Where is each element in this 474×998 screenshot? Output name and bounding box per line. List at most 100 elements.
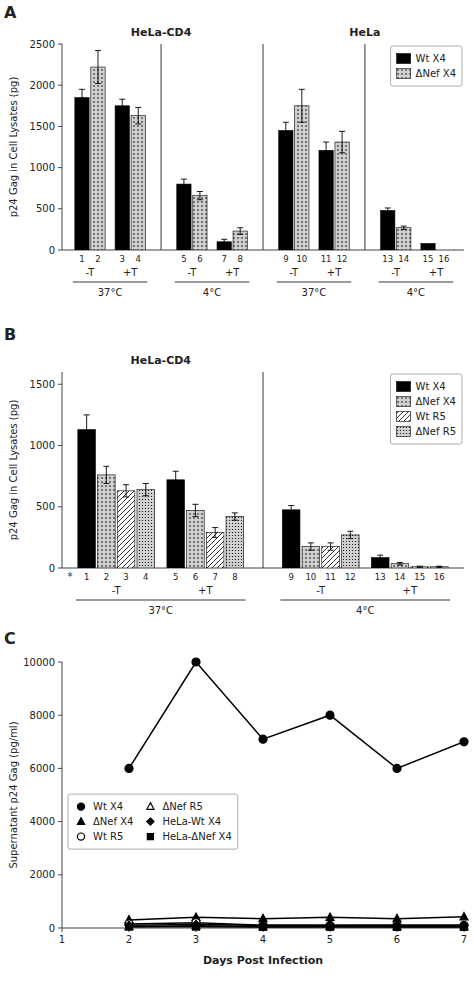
- bar-number: 2: [104, 572, 109, 582]
- legend-swatch: [397, 382, 411, 392]
- bar: [319, 150, 333, 250]
- category-label: -T: [289, 267, 299, 278]
- bar: [177, 184, 191, 250]
- category-label: -T: [86, 267, 96, 278]
- y-tick: [58, 768, 62, 769]
- x-tick-label: 2: [126, 934, 132, 945]
- title: HeLa-CD4: [130, 354, 191, 367]
- x-tick: [62, 928, 63, 932]
- x-tick-label: 6: [394, 934, 400, 945]
- bar: [193, 196, 207, 250]
- point: [125, 922, 133, 929]
- bar: [341, 535, 359, 568]
- bar-number: 8: [237, 254, 242, 264]
- error-bar: [339, 131, 345, 152]
- y-tick-label: 500: [36, 501, 55, 512]
- error-bar: [299, 89, 305, 122]
- point: [327, 924, 334, 931]
- error-bar: [283, 122, 289, 138]
- bar-number: 15: [414, 572, 425, 582]
- error-bar: [323, 142, 329, 158]
- bar-number: 3: [120, 254, 125, 264]
- section-underline: [280, 600, 450, 601]
- condition-label: 4°C: [203, 287, 221, 298]
- line: [129, 917, 464, 920]
- y-tick: [58, 44, 62, 45]
- bar: [335, 142, 349, 250]
- category-label: +T: [198, 585, 213, 596]
- bar: [282, 510, 300, 568]
- bar-number: 9: [288, 572, 293, 582]
- y-tick-label: 1500: [30, 379, 55, 390]
- bar-number: 16: [434, 572, 445, 582]
- bar: [397, 228, 411, 250]
- y-axis-line: [62, 662, 63, 928]
- bar-number: 11: [325, 572, 336, 582]
- panel: 0200040006000800010000Supernatant p24 Ga…: [4, 629, 468, 967]
- error-bar: [232, 513, 238, 520]
- point: [260, 924, 267, 931]
- error-bar: [197, 191, 203, 199]
- error-bar: [237, 228, 243, 235]
- y-axis-label: Supernatant p24 Gag (pg/ml): [8, 721, 19, 868]
- bar-number: 13: [375, 572, 386, 582]
- note: *: [67, 571, 72, 582]
- condition-label: 37°C: [302, 287, 327, 298]
- category-label: +T: [225, 267, 240, 278]
- point: [460, 912, 468, 919]
- line: [129, 923, 464, 926]
- category-label: +T: [123, 267, 138, 278]
- bar-number: 4: [136, 254, 141, 264]
- bar: [115, 106, 129, 250]
- point: [460, 921, 468, 929]
- error-bar: [123, 485, 129, 497]
- bar: [295, 106, 309, 250]
- error-bar: [95, 51, 101, 84]
- error-bar: [192, 504, 198, 516]
- legend-box: [391, 46, 462, 86]
- point: [393, 921, 401, 929]
- bar-number: 10: [296, 254, 307, 264]
- y-axis-label: p24 Gag in Cell Lysates (pg): [8, 400, 19, 541]
- y-tick: [58, 208, 62, 209]
- x-tick-label: 7: [461, 934, 467, 945]
- error-bar: [308, 543, 314, 550]
- condition-label: 4°C: [356, 605, 374, 616]
- y-tick-label: 2500: [30, 39, 55, 50]
- point: [126, 923, 133, 930]
- panel-letter: B: [4, 325, 16, 344]
- error-bar: [212, 528, 218, 538]
- figure: 05001000150020002500p24 Gag in Cell Lysa…: [0, 0, 474, 998]
- point: [460, 738, 468, 746]
- y-tick: [58, 167, 62, 168]
- section-underline: [73, 282, 148, 283]
- bar: [137, 490, 155, 568]
- legend-label: Wt X4: [416, 381, 446, 392]
- bar: [78, 430, 96, 568]
- condition-label: 4°C: [407, 287, 425, 298]
- error-bar: [84, 415, 90, 444]
- error-bar: [173, 471, 179, 488]
- point: [259, 922, 267, 929]
- line: [129, 926, 464, 928]
- section-underline: [175, 282, 250, 283]
- bar: [421, 243, 435, 250]
- bar: [226, 517, 244, 568]
- legend: Wt X4ΔNef X4Wt R5ΔNef R5HeLa-Wt X4HeLa-Δ…: [68, 794, 238, 849]
- bar-number: 4: [143, 572, 148, 582]
- y-tick-label: 500: [36, 203, 55, 214]
- legend-marker: [147, 803, 154, 810]
- bar: [98, 475, 116, 568]
- section-underline: [379, 282, 454, 283]
- section-divider: [263, 44, 264, 250]
- section-divider: [364, 44, 365, 250]
- bar: [279, 131, 293, 250]
- legend-marker: [77, 818, 84, 825]
- error-bar: [401, 226, 407, 229]
- category-label: +T: [403, 585, 418, 596]
- legend-box: [68, 794, 238, 849]
- bar-number: 12: [345, 572, 356, 582]
- line: [129, 662, 464, 768]
- point: [393, 922, 401, 929]
- bar-number: 7: [221, 254, 226, 264]
